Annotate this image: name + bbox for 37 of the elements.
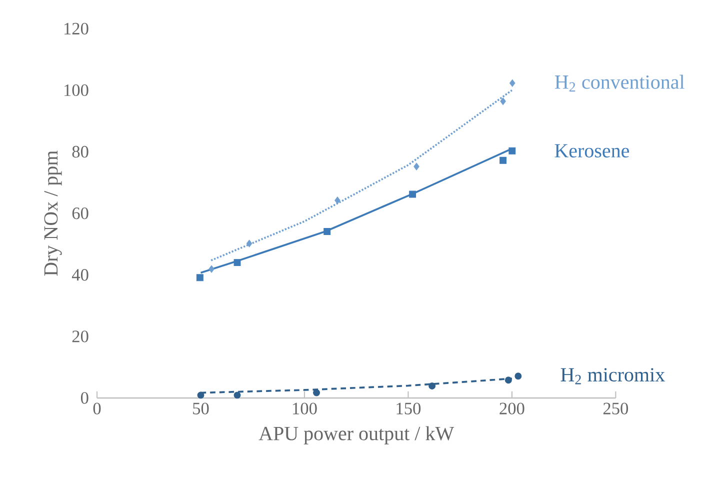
x-tick-label: 100 [293, 402, 317, 414]
x-axis-title: APU power output / kW [258, 426, 454, 444]
y-tick-label: 0 [80, 392, 88, 404]
series-label: Kerosene [554, 144, 630, 158]
y-axis-title: Dry NOx / ppm [44, 150, 62, 276]
x-tick-label: 250 [603, 402, 628, 414]
point [500, 98, 506, 106]
point [409, 190, 416, 198]
point [324, 228, 331, 235]
x-tick-label: 0 [93, 402, 101, 414]
point [208, 265, 214, 273]
point [508, 147, 516, 154]
point [246, 240, 252, 248]
point [313, 389, 320, 396]
y-tick-label: 20 [72, 330, 88, 342]
point [196, 274, 204, 282]
x-tick-label: 200 [500, 402, 524, 414]
point [428, 382, 436, 390]
y-tick-label: 40 [72, 269, 88, 281]
series-label: H$_{2}$ micromix [560, 368, 665, 384]
y-tick-label: 60 [72, 207, 88, 220]
y-tick-label: 120 [64, 22, 88, 35]
point [234, 259, 241, 266]
point [234, 392, 241, 399]
point [414, 162, 420, 170]
point [500, 156, 506, 164]
x-tick-label: 150 [396, 402, 421, 414]
line-series [210, 89, 513, 262]
text: H$_{2}$ conventional [554, 74, 684, 92]
point [197, 392, 204, 399]
y-tick-label: 80 [72, 146, 88, 158]
point [514, 372, 522, 380]
x-tick-label: 50 [193, 402, 209, 414]
point [334, 196, 340, 204]
point [509, 79, 516, 87]
y-tick-label: 100 [64, 84, 88, 96]
point [504, 376, 512, 384]
